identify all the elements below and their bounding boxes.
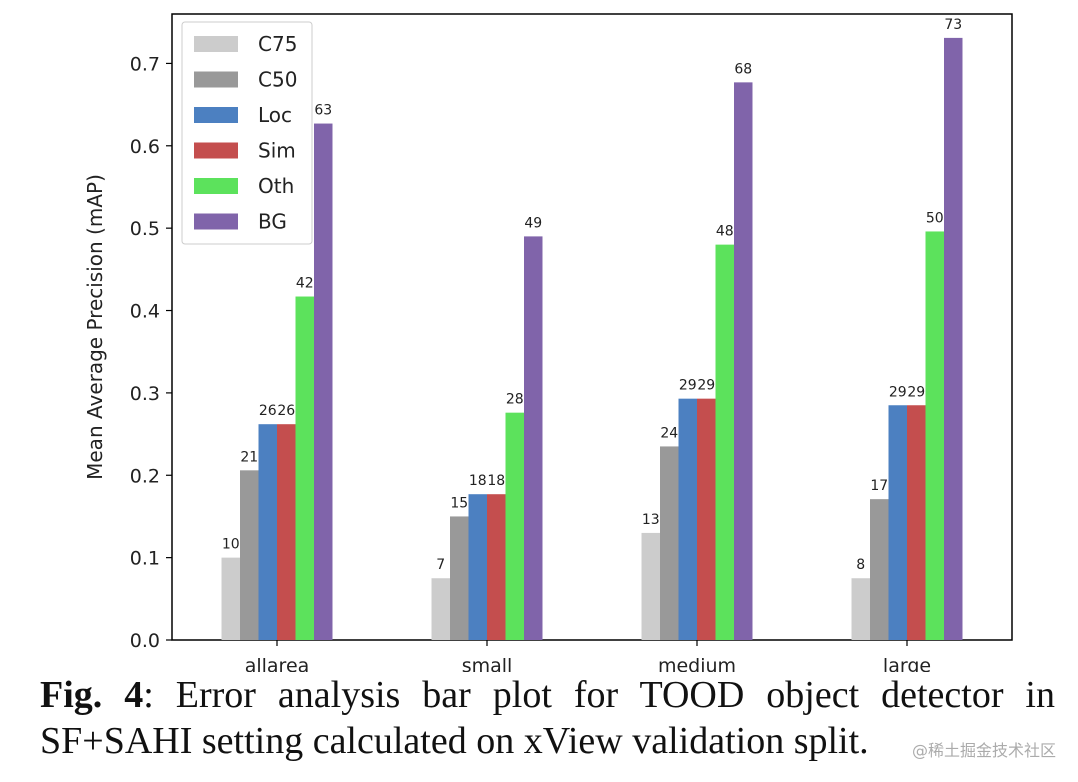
bar-loc-small: [468, 494, 487, 640]
bar-data-label: 18: [487, 473, 505, 489]
legend-label: C50: [258, 68, 297, 92]
x-axis: allarea small medium large: [245, 640, 931, 672]
bar-c75-medium: [641, 532, 660, 640]
bar-data-label: 29: [679, 378, 697, 394]
bar-data-label: 68: [734, 61, 752, 77]
legend-label: Loc: [258, 103, 292, 127]
bar-data-label: 17: [870, 478, 888, 494]
legend: C75 C50 Loc Sim Oth BG: [181, 21, 313, 245]
bar-data-label: 29: [697, 378, 715, 394]
x-tick-label: small: [462, 655, 513, 672]
legend-label: BG: [258, 210, 287, 234]
y-tick-label: 0.1: [130, 548, 160, 570]
bar-data-label: 28: [506, 392, 524, 408]
y-tick-label: 0.4: [130, 301, 160, 323]
bar-sim-large: [907, 405, 926, 640]
y-tick-label: 0.6: [130, 136, 160, 158]
y-tick-label: 0.3: [130, 383, 160, 405]
y-axis-label: Mean Average Precision (mAP): [83, 174, 107, 480]
x-tick-label: allarea: [245, 655, 310, 672]
bar-data-label: 7: [436, 557, 445, 573]
bar-c75-allarea: [221, 557, 240, 640]
bar-data-label: 21: [240, 449, 258, 465]
legend-label: Sim: [258, 139, 296, 163]
figure-caption: Fig. 4: Error analysis bar plot for TOOD…: [40, 672, 1055, 764]
bar-chart: 0.0 0.1 0.2 0.3 0.4 0.5 0.6 0.7 10 21 26 26 42 63 7 15…: [83, 13, 1013, 672]
bar-data-label: 42: [296, 276, 314, 292]
bar-data-label: 29: [907, 384, 925, 400]
bar-c75-large: [851, 578, 870, 640]
bar-bg-small: [524, 236, 543, 641]
bar-oth-small: [505, 412, 524, 640]
watermark: @稀土掘金技术社区: [911, 741, 1056, 760]
bar-c75-small: [431, 578, 450, 640]
figure-number: Fig. 4: [40, 674, 144, 716]
bar-oth-medium: [715, 244, 734, 640]
bar-c50-large: [870, 499, 889, 640]
legend-swatch-sim: [194, 142, 238, 159]
x-tick-label: medium: [658, 655, 736, 672]
bar-data-label: 29: [889, 384, 907, 400]
legend-swatch-c75: [194, 36, 238, 52]
bar-data-label: 26: [277, 403, 295, 419]
bar-data-label: 26: [259, 403, 277, 419]
bar-bg-allarea: [314, 123, 333, 641]
bar-data-label: 24: [660, 425, 678, 441]
y-tick-label: 0.7: [130, 53, 160, 75]
legend-swatch-loc: [194, 107, 238, 123]
bar-data-label: 63: [314, 103, 332, 119]
bar-data-label: 50: [926, 210, 944, 226]
bar-loc-medium: [678, 398, 697, 640]
bar-c50-medium: [660, 446, 679, 640]
y-axis: 0.0 0.1 0.2 0.3 0.4 0.5 0.6 0.7: [130, 53, 172, 652]
bar-data-label: 10: [222, 537, 240, 553]
bar-sim-medium: [697, 398, 716, 640]
bar-oth-allarea: [295, 296, 314, 640]
y-tick-label: 0.0: [130, 630, 160, 652]
bar-data-label: 13: [642, 512, 660, 528]
bar-data-label: 73: [944, 17, 962, 33]
y-tick-label: 0.2: [130, 465, 160, 487]
bar-sim-small: [487, 494, 506, 640]
bar-sim-allarea: [277, 424, 296, 640]
bar-bg-medium: [734, 82, 753, 641]
bar-data-label: 15: [450, 495, 468, 511]
bar-c50-allarea: [240, 470, 259, 640]
legend-label: Oth: [258, 174, 294, 198]
bar-data-label: 18: [469, 473, 487, 489]
y-tick-label: 0.5: [130, 218, 160, 240]
bar-loc-large: [888, 405, 907, 640]
legend-label: C75: [258, 32, 297, 56]
legend-swatch-bg: [194, 213, 238, 230]
bar-data-label: 49: [524, 215, 542, 231]
bar-c50-small: [450, 516, 469, 640]
bar-bg-large: [944, 37, 963, 640]
legend-swatch-c50: [194, 71, 238, 88]
bar-data-label: 48: [716, 224, 734, 240]
plot-area: [171, 13, 1013, 641]
bar-oth-large: [925, 231, 944, 640]
x-tick-label: large: [883, 655, 931, 672]
bar-data-label: 8: [856, 557, 865, 573]
bar-loc-allarea: [258, 424, 277, 640]
bars: [221, 37, 963, 641]
legend-swatch-oth: [194, 178, 238, 194]
caption-text: : Error analysis bar plot for TOOD objec…: [40, 674, 1055, 762]
